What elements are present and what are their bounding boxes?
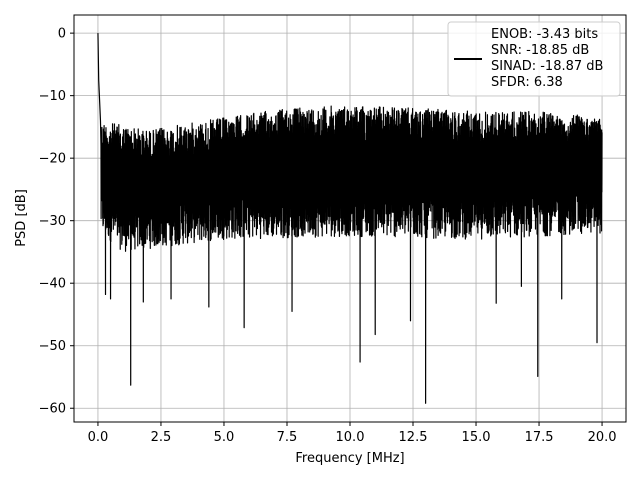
y-tick-label: −60 xyxy=(39,402,66,417)
legend: ENOB: -3.43 bits SNR: -18.85 dB SINAD: -… xyxy=(447,21,621,97)
plot-area xyxy=(97,33,603,404)
x-tick-label: 2.5 xyxy=(151,430,172,445)
x-axis-ticks: 0.0 2.5 5.0 7.5 10.0 12.5 15.0 17.5 20.0 xyxy=(88,422,617,445)
y-axis-label: PSD [dB] xyxy=(14,189,29,247)
x-tick-label: 5.0 xyxy=(214,430,235,445)
x-tick-label: 12.5 xyxy=(399,430,428,445)
x-tick-label: 10.0 xyxy=(336,430,365,445)
legend-line-snr: SNR: -18.85 dB xyxy=(491,43,589,58)
psd-series-line xyxy=(97,33,603,404)
x-tick-label: 7.5 xyxy=(277,430,298,445)
x-tick-label: 20.0 xyxy=(588,430,617,445)
x-tick-label: 15.0 xyxy=(462,430,491,445)
y-tick-label: −10 xyxy=(39,89,66,104)
y-axis-ticks: 0 −10 −20 −30 −40 −50 −60 xyxy=(39,27,74,417)
legend-line-sfdr: SFDR: 6.38 xyxy=(491,75,563,90)
x-tick-label: 17.5 xyxy=(525,430,554,445)
y-tick-label: −20 xyxy=(39,152,66,167)
y-tick-label: −30 xyxy=(39,214,66,229)
y-tick-label: 0 xyxy=(58,27,66,42)
x-tick-label: 0.0 xyxy=(88,430,109,445)
x-axis-label: Frequency [MHz] xyxy=(295,451,404,466)
legend-box xyxy=(447,21,621,97)
y-tick-label: −40 xyxy=(39,277,66,292)
legend-line-enob: ENOB: -3.43 bits xyxy=(491,27,598,42)
legend-line-sinad: SINAD: -18.87 dB xyxy=(491,59,603,74)
y-tick-label: −50 xyxy=(39,339,66,354)
